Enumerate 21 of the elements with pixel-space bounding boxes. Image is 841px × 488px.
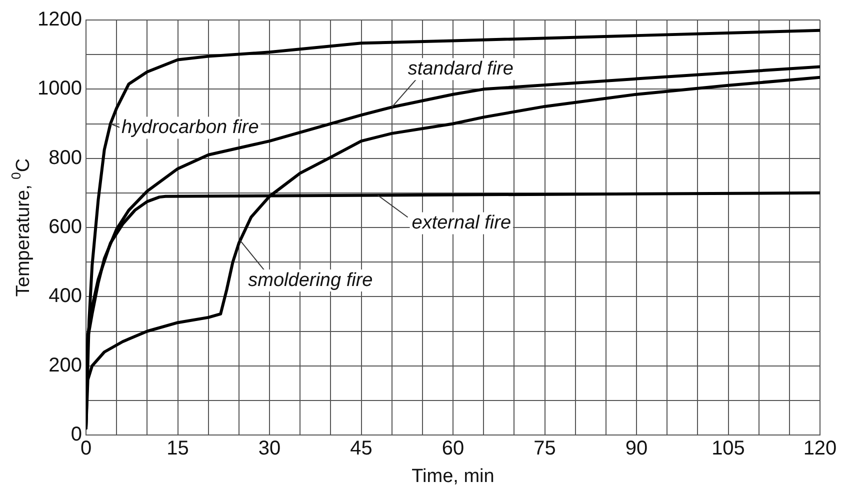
- y-tick-label: 0: [70, 424, 82, 446]
- x-tick-label: 75: [534, 438, 556, 460]
- x-tick-label: 30: [258, 438, 281, 460]
- x-tick-label: 90: [625, 438, 648, 460]
- series-label: standard fire: [408, 58, 514, 80]
- y-tick-label: 1000: [38, 78, 82, 100]
- series-label: smoldering fire: [248, 270, 373, 291]
- y-tick-label: 400: [48, 285, 82, 308]
- x-axis-title: Time, min: [412, 466, 494, 487]
- y-tick-label: 600: [48, 216, 82, 238]
- series-label: external fire: [412, 212, 512, 234]
- y-tick-label: 200: [48, 354, 82, 376]
- series-label: hydrocarbon fire: [121, 117, 259, 138]
- y-tick-label: 800: [48, 146, 82, 169]
- x-tick-label: 45: [350, 438, 372, 460]
- y-tick-label: 1200: [38, 8, 82, 31]
- x-tick-label: 60: [442, 438, 464, 460]
- y-axis-title: Temperature, 0C: [8, 158, 34, 297]
- x-tick-label: 15: [166, 438, 189, 460]
- x-tick-label: 120: [803, 438, 837, 460]
- x-tick-label: 105: [712, 438, 745, 460]
